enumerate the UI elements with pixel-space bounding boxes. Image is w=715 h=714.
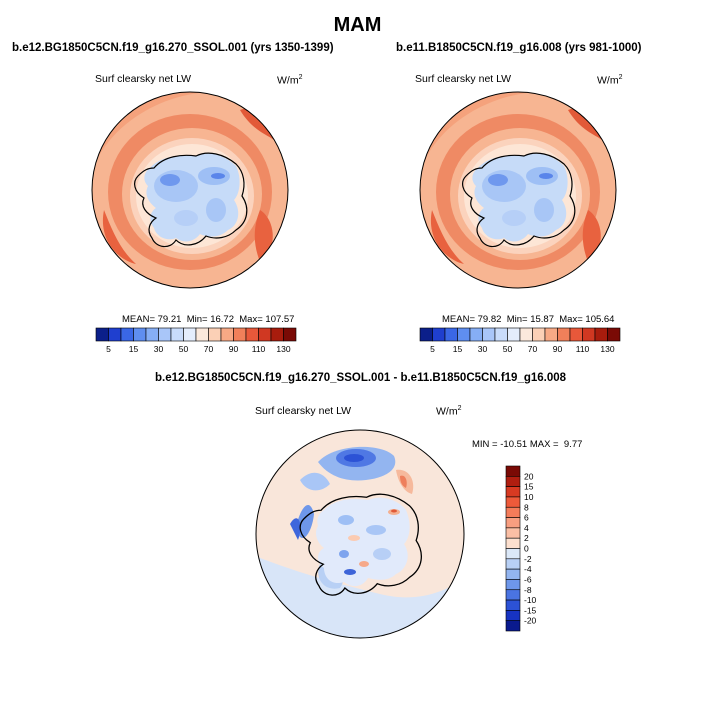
colorbar-tick-label: 50 bbox=[503, 344, 513, 354]
colorbar-swatch bbox=[505, 537, 521, 549]
colorbar-swatch bbox=[195, 327, 209, 342]
right-unit-label: W/m2 bbox=[597, 74, 623, 87]
colorbar-swatch bbox=[457, 327, 471, 342]
colorbar-swatch bbox=[245, 327, 259, 342]
colorbar-swatch bbox=[569, 327, 583, 342]
colorbar-swatch bbox=[557, 327, 571, 342]
diff-map bbox=[255, 429, 465, 639]
left-panel-title: b.e12.BG1850C5CN.f19_g16.270_SSOL.001 (y… bbox=[12, 42, 334, 54]
colorbar-tick-label: 30 bbox=[154, 344, 164, 354]
colorbar-swatch bbox=[505, 568, 521, 580]
colorbar-tick-label: 5 bbox=[430, 344, 435, 354]
colorbar-swatch bbox=[505, 610, 521, 621]
colorbar-tick-label: 15 bbox=[129, 344, 139, 354]
colorbar-swatch bbox=[494, 327, 508, 342]
left-map bbox=[91, 91, 289, 289]
colorbar-tick-label: 5 bbox=[106, 344, 111, 354]
colorbar-tick-label: 70 bbox=[204, 344, 214, 354]
colorbar-swatch bbox=[469, 327, 483, 342]
colorbar-swatch bbox=[507, 327, 521, 342]
left-stats: MEAN= 79.21 Min= 16.72 Max= 107.57 bbox=[122, 314, 295, 325]
colorbar-swatch bbox=[482, 327, 496, 342]
colorbar-swatch bbox=[505, 517, 521, 529]
colorbar-swatch bbox=[505, 589, 521, 601]
colorbar-swatch bbox=[283, 327, 297, 342]
colorbar-tick-label: -10 bbox=[524, 595, 537, 605]
colorbar-swatch bbox=[145, 327, 159, 342]
left-unit-label: W/m2 bbox=[277, 74, 303, 87]
diff-unit-label: W/m2 bbox=[436, 405, 462, 418]
colorbar-swatch bbox=[505, 579, 521, 591]
colorbar-swatch bbox=[419, 327, 433, 342]
colorbar-swatch bbox=[505, 496, 521, 508]
colorbar-tick-label: 90 bbox=[229, 344, 239, 354]
colorbar-tick-label: -2 bbox=[524, 554, 532, 564]
colorbar-tick-label: 110 bbox=[576, 344, 590, 354]
colorbar-swatch bbox=[233, 327, 247, 342]
colorbar-swatch bbox=[95, 327, 109, 342]
diff-stats: MIN = -10.51 MAX = 9.77 bbox=[472, 439, 583, 450]
diff-panel-title: b.e12.BG1850C5CN.f19_g16.270_SSOL.001 - … bbox=[155, 372, 567, 384]
right-stats: MEAN= 79.82 Min= 15.87 Max= 105.64 bbox=[442, 314, 615, 325]
colorbar-swatch bbox=[120, 327, 134, 342]
colorbar-tick-label: 70 bbox=[528, 344, 538, 354]
colorbar-tick-label: 30 bbox=[478, 344, 488, 354]
colorbar-swatch bbox=[505, 506, 521, 518]
colorbar-swatch bbox=[505, 620, 521, 632]
colorbar-swatch bbox=[505, 486, 521, 498]
colorbar-tick-label: 2 bbox=[524, 533, 529, 543]
colorbar-tick-label: 50 bbox=[179, 344, 189, 354]
colorbar-tick-label: -4 bbox=[524, 564, 532, 574]
colorbar-swatch bbox=[505, 558, 521, 570]
colorbar-swatch bbox=[532, 327, 546, 342]
colorbar-swatch bbox=[607, 327, 621, 342]
colorbar-tick-label: -6 bbox=[524, 574, 532, 584]
right-map bbox=[419, 91, 617, 289]
left-variable-label: Surf clearsky net LW bbox=[95, 73, 192, 85]
colorbar-swatch bbox=[432, 327, 446, 342]
colorbar-swatch bbox=[208, 327, 222, 342]
colorbar-tick-label: 10 bbox=[524, 492, 534, 502]
colorbar-swatch bbox=[544, 327, 558, 342]
colorbar-tick-label: 130 bbox=[600, 344, 614, 354]
colorbar-swatch bbox=[133, 327, 147, 342]
colorbar-swatch bbox=[505, 599, 521, 611]
right-colorbar: 5 15 30 50 70 90 110 130 bbox=[419, 327, 621, 354]
right-variable-label: Surf clearsky net LW bbox=[415, 73, 512, 85]
diff-variable-label: Surf clearsky net LW bbox=[255, 405, 352, 417]
colorbar-swatch bbox=[519, 327, 533, 342]
colorbar-swatch bbox=[582, 327, 596, 342]
colorbar-tick-label: 130 bbox=[276, 344, 290, 354]
colorbar-swatch bbox=[444, 327, 458, 342]
colorbar-tick-label: 15 bbox=[453, 344, 463, 354]
colorbar-swatch bbox=[158, 327, 172, 342]
colorbar-tick-label: -8 bbox=[524, 585, 532, 595]
colorbar-tick-label: 6 bbox=[524, 513, 529, 523]
colorbar-swatch bbox=[170, 327, 184, 342]
colorbar-tick-label: 15 bbox=[524, 482, 534, 492]
left-colorbar: 5 15 30 50 70 90 110 130 bbox=[95, 327, 297, 354]
colorbar-tick-label: 0 bbox=[524, 544, 529, 554]
colorbar-swatch bbox=[270, 327, 284, 342]
colorbar-swatch bbox=[505, 548, 521, 560]
colorbar-swatch bbox=[594, 327, 608, 342]
colorbar-swatch bbox=[505, 527, 521, 539]
colorbar-tick-label: 4 bbox=[524, 523, 529, 533]
colorbar-tick-label: 8 bbox=[524, 502, 529, 512]
colorbar-swatch bbox=[220, 327, 234, 342]
right-panel-title: b.e11.B1850C5CN.f19_g16.008 (yrs 981-100… bbox=[396, 42, 642, 54]
colorbar-tick-label: 20 bbox=[524, 471, 534, 481]
colorbar-tick-label: -20 bbox=[524, 616, 537, 626]
colorbar-swatch bbox=[505, 465, 521, 477]
colorbar-tick-label: 90 bbox=[553, 344, 563, 354]
season-title: MAM bbox=[333, 14, 382, 36]
colorbar-swatch bbox=[505, 476, 521, 487]
colorbar-swatch bbox=[258, 327, 272, 342]
colorbar-tick-label: 110 bbox=[252, 344, 266, 354]
colorbar-swatch bbox=[183, 327, 197, 342]
colorbar-tick-label: -15 bbox=[524, 605, 537, 615]
colorbar-swatch bbox=[108, 327, 122, 342]
